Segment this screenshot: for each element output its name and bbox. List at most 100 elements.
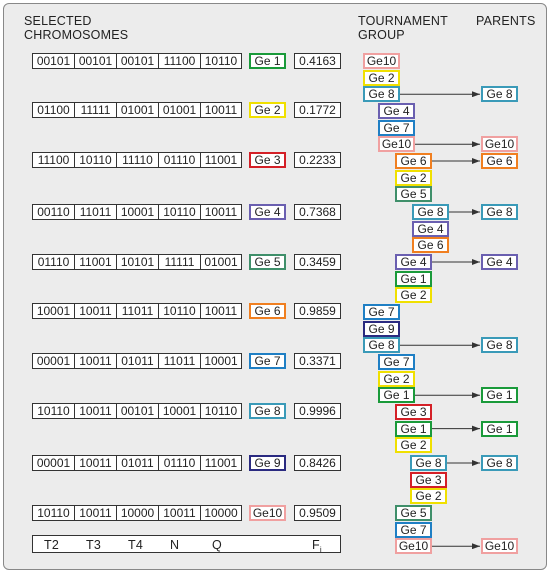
chromosome-label: Ge 8 [249, 403, 286, 419]
gene-cell: 00101 [116, 53, 159, 69]
gene-cell: 10001 [158, 403, 201, 419]
gene-cell: 01110 [158, 152, 201, 168]
gene-cell: 11011 [158, 353, 201, 369]
tournament-member: Ge10 [395, 538, 432, 555]
gene-cell: 01001 [158, 102, 201, 118]
gene-cell: 00110 [32, 204, 75, 220]
footer-column: T3 [86, 538, 101, 552]
chromosome-label: Ge 6 [249, 303, 286, 319]
parent: Ge 1 [481, 420, 518, 437]
tournament-member: Ge 4 [412, 220, 449, 237]
tournament-member: Ge 7 [378, 354, 415, 370]
frame [3, 3, 547, 570]
gene-cell: 10110 [32, 403, 75, 419]
fitness-value: 0.4163 [294, 53, 341, 69]
gene-cell: 01011 [116, 455, 159, 471]
tournament-member: Ge 2 [410, 488, 447, 505]
selected-header: SELECTED CHROMOSOMES [24, 14, 129, 42]
tournament-member: Ge 8 [363, 86, 400, 103]
tournament-member: Ge 6 [395, 153, 432, 169]
tournament-member: Ge 9 [363, 320, 400, 337]
gene-cell: 00001 [32, 353, 75, 369]
tournament-member: Ge 3 [395, 404, 432, 420]
tournament-member: Ge 2 [395, 169, 432, 186]
fitness-value: 0.9509 [294, 505, 341, 521]
gene-cell: 11111 [158, 254, 201, 270]
tournament-member: Ge 8 [412, 204, 449, 220]
chromosome-label: Ge 4 [249, 204, 286, 220]
gene-cell: 00101 [32, 53, 75, 69]
gene-cell: 01001 [200, 254, 242, 270]
gene-cell: 10011 [74, 303, 117, 319]
footer-fitness: Fi [312, 538, 322, 558]
parent: Ge10 [481, 136, 518, 153]
parent: Ge10 [481, 538, 518, 555]
tournament-member: Ge10 [363, 53, 400, 69]
gene-cell: 10011 [74, 403, 117, 419]
tournament-member: Ge 8 [363, 337, 400, 354]
parent: Ge 8 [481, 204, 518, 220]
tournament-member: Ge 7 [378, 119, 415, 136]
tournament-member: Ge 2 [395, 287, 432, 304]
fitness-value: 0.8426 [294, 455, 341, 471]
parent: Ge 6 [481, 153, 518, 169]
footer-column: T4 [128, 538, 143, 552]
chromosome-label: Ge 3 [249, 152, 286, 168]
fitness-value: 0.7368 [294, 204, 341, 220]
gene-cell: 10110 [200, 53, 242, 69]
gene-cell: 00001 [32, 455, 75, 471]
footer-column: T2 [44, 538, 59, 552]
tournament-member: Ge 7 [395, 521, 432, 538]
chromosome-label: Ge 5 [249, 254, 286, 270]
tournament-member: Ge 2 [363, 69, 400, 86]
tournament-member: Ge 2 [395, 437, 432, 454]
tournament-header: TOURNAMENT GROUP [358, 14, 448, 42]
tournament-member: Ge 8 [410, 455, 447, 471]
parent: Ge 8 [481, 455, 518, 471]
gene-cell: 10000 [116, 505, 159, 521]
footer-column: N [170, 538, 180, 552]
gene-cell: 10001 [32, 303, 75, 319]
fitness-subscript: i [319, 545, 322, 555]
tournament-member: Ge 1 [395, 270, 432, 287]
parent: Ge 8 [481, 86, 518, 103]
gene-cell: 11001 [74, 254, 117, 270]
parents-header: PARENTS [476, 14, 536, 28]
tournament-member: Ge 3 [410, 471, 447, 488]
gene-cell: 11001 [200, 455, 242, 471]
parent: Ge 8 [481, 337, 518, 354]
gene-cell: 10110 [200, 403, 242, 419]
tournament-member: Ge 5 [395, 505, 432, 521]
gene-cell: 10101 [116, 254, 159, 270]
gene-cell: 10110 [158, 303, 201, 319]
parent: Ge 1 [481, 387, 518, 404]
footer-column: Q [212, 538, 222, 552]
chromosome-label: Ge10 [249, 505, 286, 521]
gene-cell: 10011 [200, 102, 242, 118]
fitness-value: 0.2233 [294, 152, 341, 168]
gene-cell: 10001 [116, 204, 159, 220]
gene-cell: 00101 [74, 53, 117, 69]
gene-cell: 11100 [32, 152, 75, 168]
gene-cell: 10110 [74, 152, 117, 168]
tournament-member: Ge 4 [378, 103, 415, 119]
gene-cell: 10011 [74, 505, 117, 521]
gene-cell: 10110 [32, 505, 75, 521]
fitness-value: 0.9996 [294, 403, 341, 419]
tournament-member: Ge 1 [395, 420, 432, 437]
tournament-member: Ge 1 [378, 387, 415, 404]
gene-cell: 11001 [200, 152, 242, 168]
gene-cell: 10011 [74, 353, 117, 369]
gene-cell: 00101 [116, 403, 159, 419]
tournament-member: Ge 7 [363, 304, 400, 320]
gene-cell: 01011 [116, 353, 159, 369]
gene-cell: 10011 [200, 303, 242, 319]
gene-cell: 11110 [116, 152, 159, 168]
gene-cell: 01110 [158, 455, 201, 471]
fitness-symbol: F [312, 538, 320, 552]
gene-cell: 01100 [32, 102, 75, 118]
gene-cell: 10011 [200, 204, 242, 220]
tournament-member: Ge10 [378, 136, 415, 153]
fitness-value: 0.9859 [294, 303, 341, 319]
